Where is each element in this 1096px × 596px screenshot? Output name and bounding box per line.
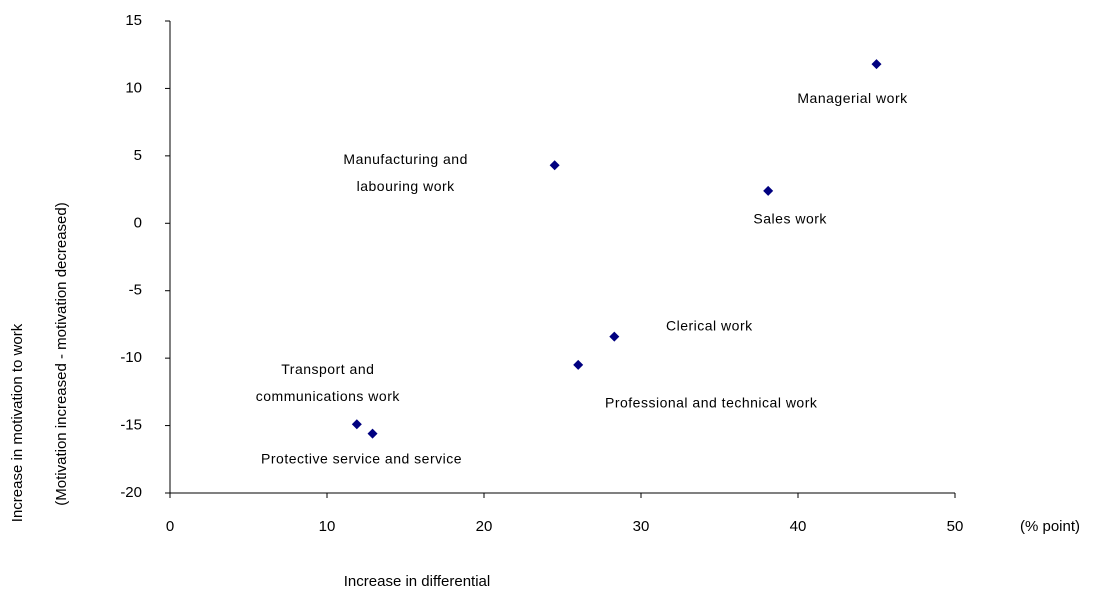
- point-marker: [573, 359, 584, 370]
- point-marker: [549, 160, 560, 171]
- point-label: Sales work: [753, 211, 827, 227]
- point-label: labouring work: [357, 178, 456, 194]
- y-tick-label: 15: [125, 12, 142, 29]
- point-marker: [871, 59, 882, 70]
- point-label: communications work: [256, 388, 401, 404]
- point-marker: [367, 428, 378, 439]
- y-tick-label: 10: [125, 79, 142, 96]
- point-label: Clerical work: [666, 317, 753, 333]
- y-tick-label: 5: [134, 147, 142, 164]
- point-marker: [351, 419, 362, 430]
- x-tick-label: 0: [166, 518, 174, 535]
- y-tick-label: -10: [120, 349, 142, 366]
- x-tick-label: 40: [790, 518, 807, 535]
- point-label: Protective service and service: [261, 450, 462, 466]
- y-axis-label: (Motivation increased - motivation decre…: [53, 202, 70, 505]
- x-tick-label: 20: [476, 518, 493, 535]
- point-marker: [609, 331, 620, 342]
- y-tick-label: -15: [120, 417, 142, 434]
- point-label: Transport and: [281, 361, 374, 377]
- x-tick-label: 50: [947, 518, 964, 535]
- y-tick-label: -5: [129, 282, 142, 299]
- x-tick-label: 10: [319, 518, 336, 535]
- x-axis-label: Increase in differential: [344, 573, 490, 590]
- x-tick-label: 30: [633, 518, 650, 535]
- point-label: Manufacturing and: [343, 151, 467, 167]
- point-marker: [763, 185, 774, 196]
- x-axis-unit: (% point): [1020, 518, 1080, 535]
- point-label: Managerial work: [797, 90, 908, 106]
- y-tick-label: 0: [134, 214, 142, 231]
- y-tick-label: -20: [120, 484, 142, 501]
- point-label: Professional and technical work: [605, 395, 818, 411]
- y-axis-label: Increase in motivation to work: [9, 323, 26, 522]
